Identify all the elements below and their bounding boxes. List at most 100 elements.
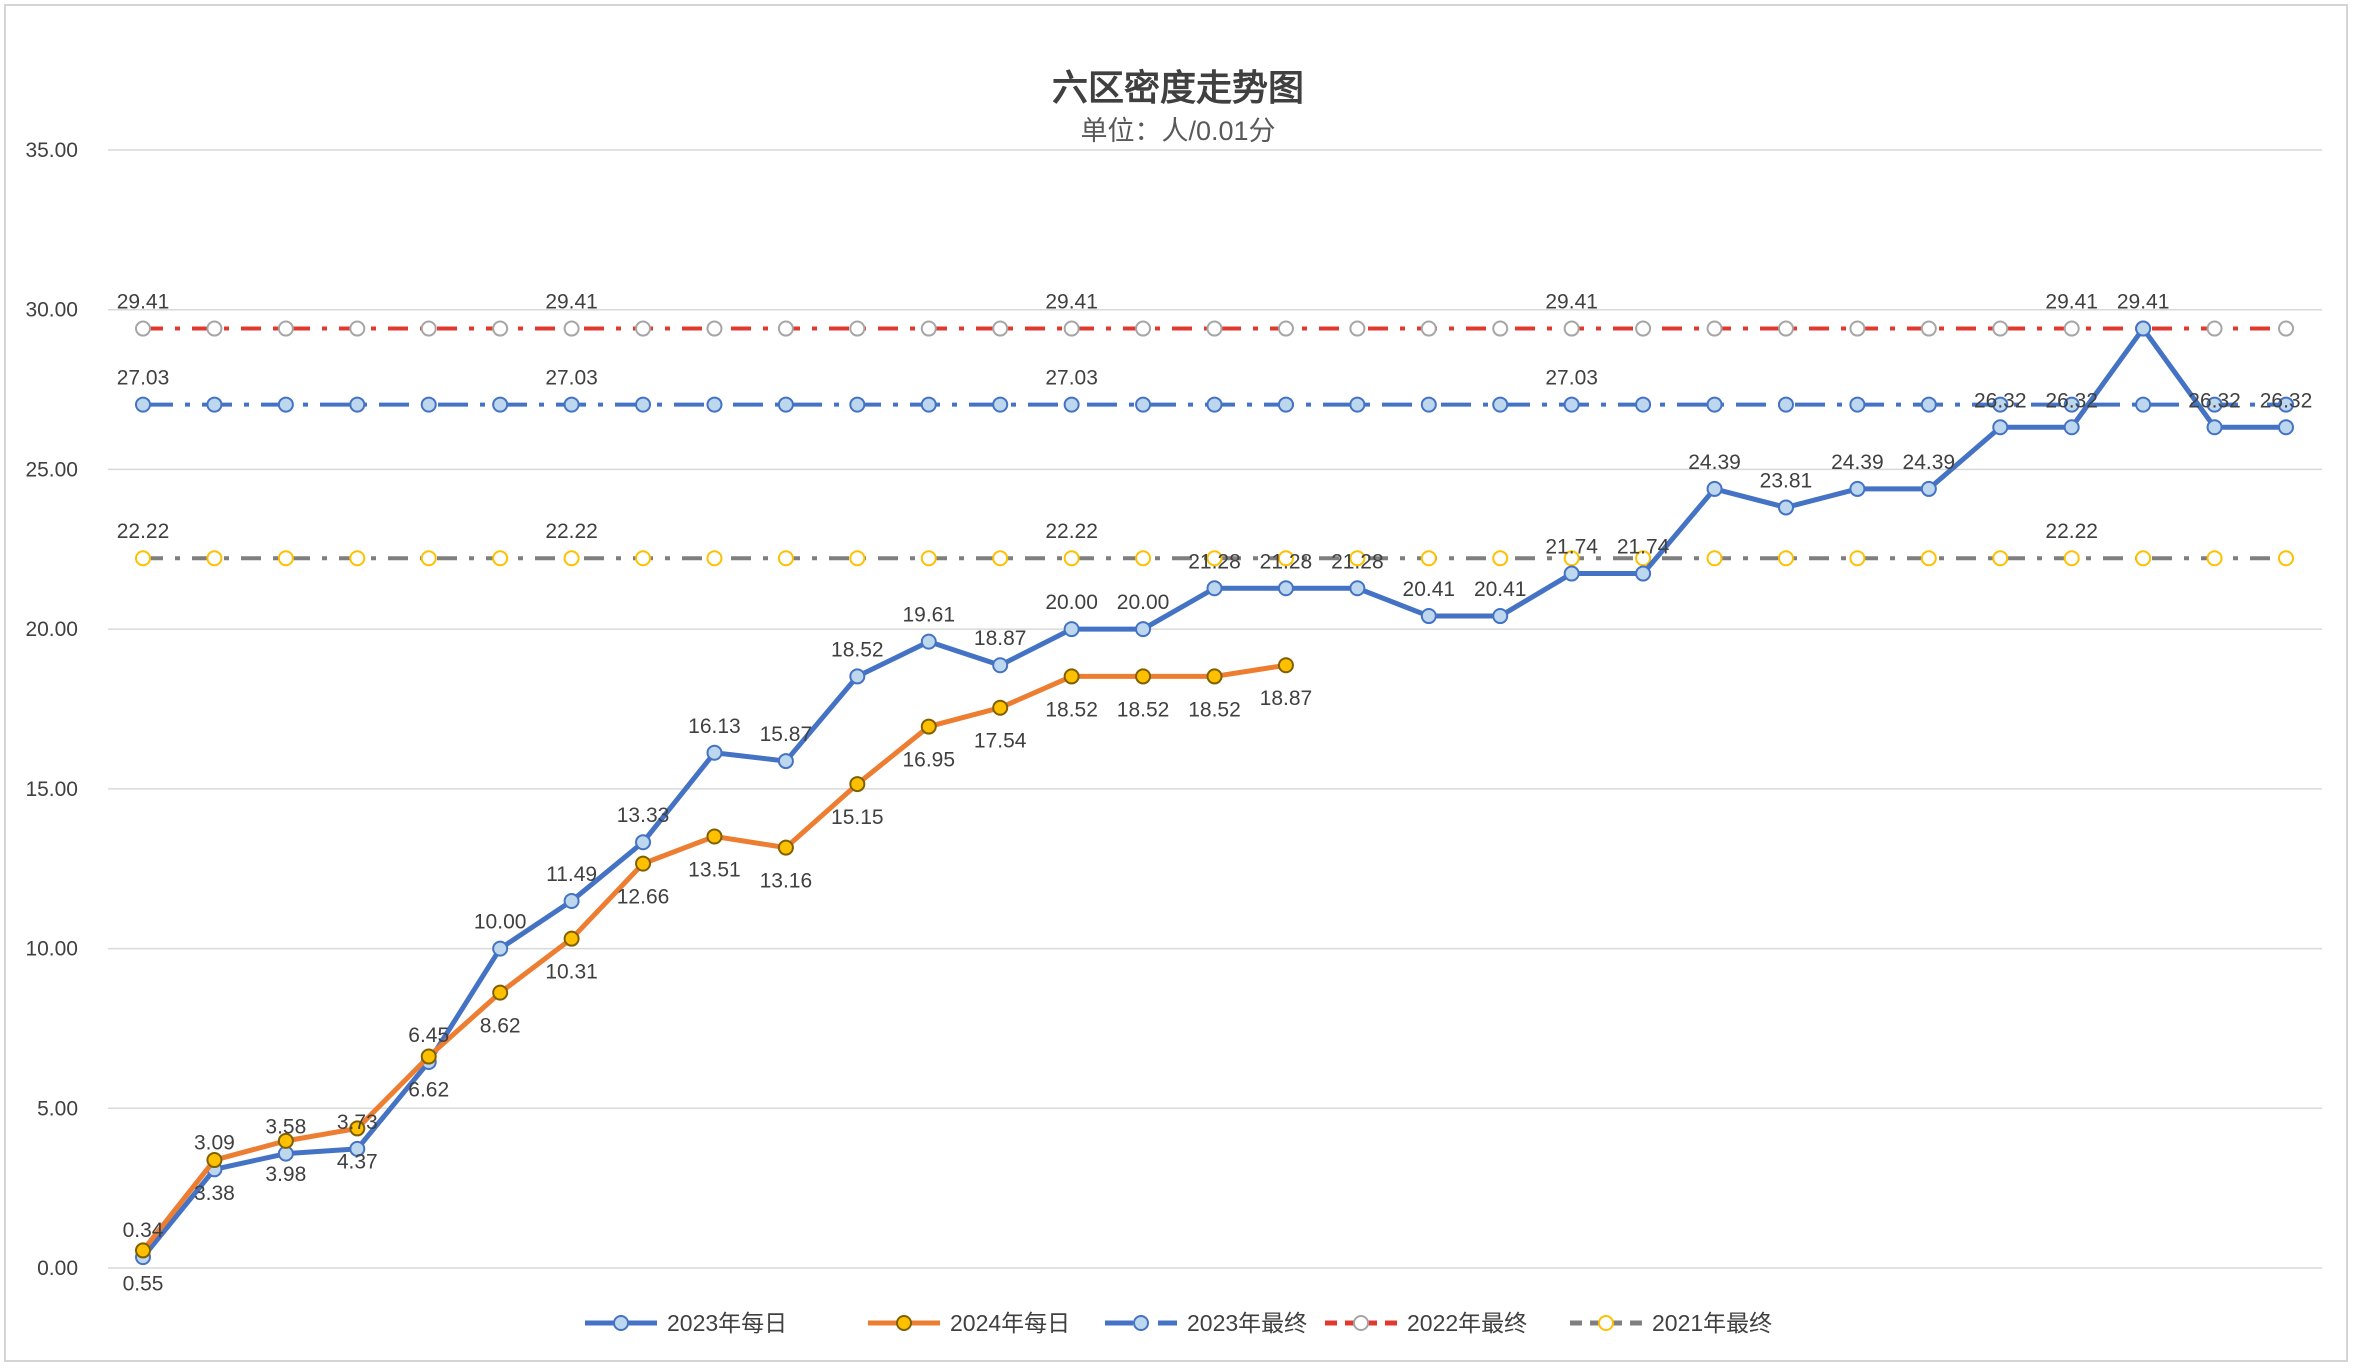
y-tick-label: 5.00 xyxy=(37,1097,78,1120)
series-2024-daily-point xyxy=(1063,668,1080,685)
series-2023-data-label: 26.32 xyxy=(2260,389,2313,412)
series-2023-data-label: 26.32 xyxy=(1974,389,2027,412)
legend-2023-daily-marker xyxy=(613,1315,629,1331)
final-2023-marker xyxy=(1277,396,1294,413)
final-2022-marker xyxy=(1706,320,1723,337)
series-2024-daily-point xyxy=(492,984,509,1001)
final-2023-marker xyxy=(1206,396,1223,413)
series-2024-daily-point xyxy=(135,1242,151,1259)
final-2022-marker xyxy=(1135,320,1152,337)
final-2021-marker xyxy=(1777,550,1794,567)
series-2023-data-label: 10.00 xyxy=(474,911,527,934)
series-2024-daily-point xyxy=(706,828,723,845)
series-2023-data-label: 29.41 xyxy=(2117,291,2170,314)
final-2022-marker xyxy=(1849,320,1866,337)
final-2021-marker xyxy=(706,550,723,567)
final-2022-marker xyxy=(849,320,866,337)
series-2023-daily-point xyxy=(1492,608,1509,625)
final-2023-marker xyxy=(1349,396,1366,413)
series-2023-daily-point xyxy=(1135,621,1152,638)
final-2022-marker xyxy=(992,320,1009,337)
series-2024-data-label: 8.62 xyxy=(480,1015,521,1038)
final-2021-marker xyxy=(349,550,366,567)
series-2023-daily-point xyxy=(492,940,509,957)
final-2023-marker xyxy=(206,396,223,413)
final-2023-marker xyxy=(492,396,509,413)
series-2023-data-label: 20.00 xyxy=(1045,591,1098,614)
series-2023-data-label: 21.28 xyxy=(1331,550,1384,573)
data-labels: 29.41 29.41 29.41 29.41 29.41 27.03 27.03 27.03… xyxy=(117,291,2313,1296)
series-2023-data-label: 23.81 xyxy=(1760,469,1813,492)
series-2023-daily-point xyxy=(1920,480,1937,497)
y-tick-label: 15.00 xyxy=(25,778,78,801)
series-2024-data-label: 16.95 xyxy=(902,749,955,772)
final-2021-data-label: 22.22 xyxy=(117,520,170,543)
final-2023-marker xyxy=(1492,396,1509,413)
series-2023-data-label: 24.39 xyxy=(1831,451,1884,474)
legend-2023-final-label: 2023年最终 xyxy=(1187,1310,1307,1336)
series-2024-daily-point xyxy=(563,930,580,947)
final-2022-data-label: 29.41 xyxy=(1045,291,1098,314)
series-2023-daily-point xyxy=(2063,419,2080,436)
series-2023-data-label: 21.74 xyxy=(1617,536,1670,559)
series-2023-data-label: 26.32 xyxy=(2188,389,2241,412)
final-2023-marker xyxy=(1420,396,1437,413)
final-2022-marker xyxy=(349,320,366,337)
series-2023-data-label: 20.41 xyxy=(1474,578,1527,601)
final-2022-marker xyxy=(1420,320,1437,337)
legend-2023-final: 2023年最终 xyxy=(1105,1310,1307,1336)
final-2021-marker xyxy=(1635,550,1652,567)
final-2022-marker xyxy=(1492,320,1509,337)
final-2023-marker xyxy=(2278,396,2294,413)
final-2021-marker xyxy=(1920,550,1937,567)
series-2024-daily-point xyxy=(206,1152,223,1169)
series-2024-data-label: 13.16 xyxy=(760,870,813,893)
series-2024-daily-point xyxy=(992,699,1009,716)
series-2024-data-label: 0.55 xyxy=(123,1272,164,1295)
final-2022-data-label: 29.41 xyxy=(545,291,598,314)
final-2022-marker xyxy=(420,320,437,337)
series-2024-data-label: 13.51 xyxy=(688,858,741,881)
series-2024-daily-point xyxy=(420,1048,437,1065)
y-tick-label: 10.00 xyxy=(25,938,78,961)
final-2021-marker xyxy=(1135,550,1152,567)
final-2023-marker xyxy=(563,396,580,413)
legend-2021-final-marker xyxy=(1598,1315,1614,1331)
series-2023-daily-point xyxy=(1063,621,1080,638)
final-2023-data-label: 27.03 xyxy=(1545,367,1598,390)
final-2021-marker xyxy=(492,550,509,567)
final-2022-marker xyxy=(1920,320,1937,337)
final-2023-marker xyxy=(1635,396,1652,413)
final-2023-marker xyxy=(349,396,366,413)
series-2024-data-label: 18.87 xyxy=(1260,687,1313,710)
final-2021-data-label: 22.22 xyxy=(2045,520,2098,543)
series-2023-daily-point xyxy=(1635,565,1652,582)
final-2021-marker xyxy=(2206,550,2223,567)
series-2023-data-label: 13.33 xyxy=(617,804,670,827)
series-2023-data-label: 20.41 xyxy=(1403,578,1456,601)
final-2022-marker xyxy=(206,320,223,337)
series-2023-daily-point xyxy=(1420,608,1437,625)
legend-2024-daily-label: 2024年每日 xyxy=(950,1310,1070,1336)
series-2023-daily-point xyxy=(635,834,652,851)
series-2023-daily-point xyxy=(1992,419,2009,436)
series-2023-daily-line xyxy=(141,326,2286,1259)
legend-2021-final: 2021年最终 xyxy=(1570,1310,1772,1336)
final-2021-marker xyxy=(277,550,294,567)
final-2023-marker xyxy=(2135,396,2152,413)
final-2021-marker xyxy=(1992,550,2009,567)
series-2023-data-label: 3.58 xyxy=(265,1116,306,1139)
chart-subtitle: 单位：人/0.01分 xyxy=(1080,116,1275,146)
final-2023-data-label: 27.03 xyxy=(117,367,170,390)
final-2023-marker xyxy=(777,396,794,413)
series-2024-daily-point xyxy=(277,1132,294,1149)
series-2024-data-label: 18.52 xyxy=(1117,698,1170,721)
legend-2022-final-label: 2022年最终 xyxy=(1407,1310,1527,1336)
final-2021-marker xyxy=(1706,550,1723,567)
series-2024-daily-point xyxy=(1277,657,1294,674)
final-2021-data-label: 22.22 xyxy=(1045,520,1098,543)
series-2024-daily-point xyxy=(635,855,652,872)
series-2023-data-label: 15.87 xyxy=(760,723,813,746)
y-tick-label: 35.00 xyxy=(25,139,78,162)
